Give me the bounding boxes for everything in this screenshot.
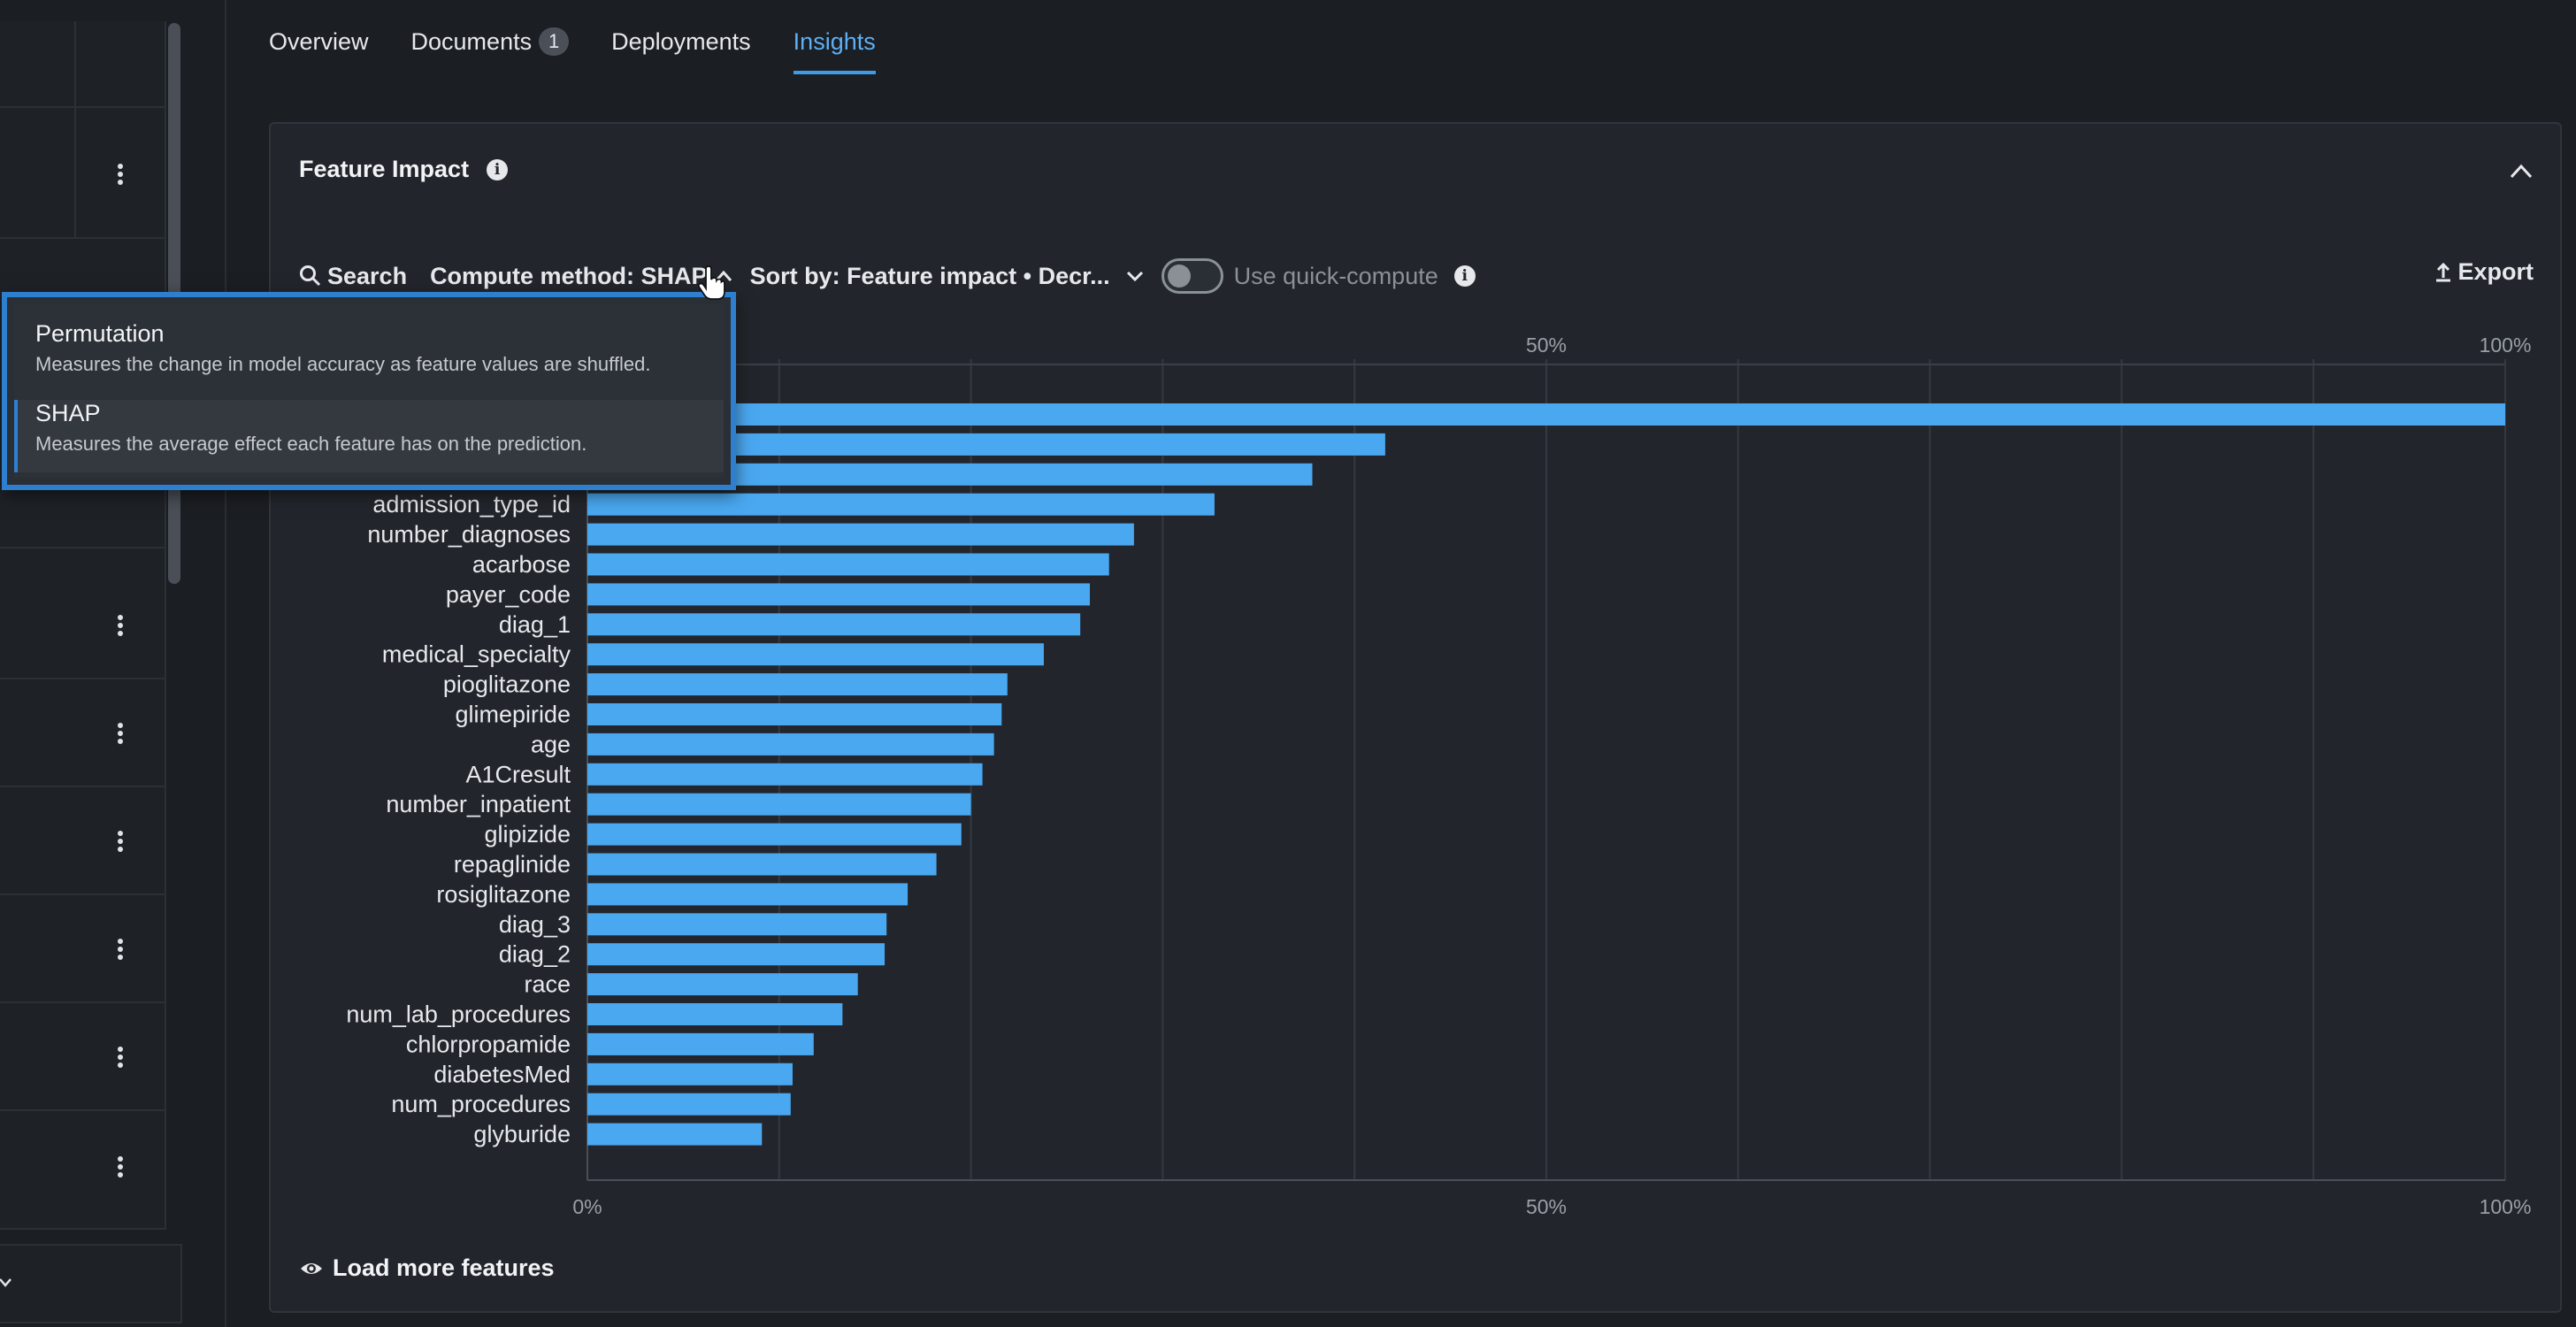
left-table-cell: [0, 21, 166, 108]
option-label: SHAP: [35, 400, 101, 426]
left-table-cell: [0, 895, 166, 1003]
menu-option-permutation[interactable]: Permutation Measures the change in model…: [14, 320, 724, 396]
left-table-cell: [0, 548, 166, 679]
load-more-label: Load more features: [333, 1254, 555, 1281]
search-icon: [300, 265, 321, 287]
chevron-down-icon[interactable]: [0, 1277, 12, 1288]
count-badge: 1: [539, 27, 570, 56]
tab-overview[interactable]: Overview: [269, 25, 369, 74]
kebab-menu-icon[interactable]: [111, 612, 129, 639]
left-table-cell: [0, 787, 166, 895]
option-description: Measures the average effect each feature…: [35, 433, 587, 455]
sort-dropdown[interactable]: Sort by: Feature impact • Decr...: [750, 263, 1144, 290]
load-more-button[interactable]: Load more features: [299, 1254, 555, 1282]
chevron-down-icon: [1126, 271, 1143, 282]
tab-deployments[interactable]: Deployments: [611, 25, 751, 74]
sort-label: Sort by: Feature impact • Decr...: [749, 262, 1110, 289]
compute-method-dropdown[interactable]: Compute method: SHAP: [430, 263, 732, 290]
quick-compute-toggle[interactable]: [1161, 258, 1223, 294]
search-label: Search: [327, 262, 408, 289]
kebab-menu-icon[interactable]: [111, 161, 129, 188]
left-column-divider: [74, 21, 76, 239]
kebab-menu-icon[interactable]: [111, 828, 129, 855]
option-description: Measures the change in model accuracy as…: [35, 353, 651, 375]
left-table-cell: [0, 1111, 166, 1230]
info-icon[interactable]: i: [1453, 265, 1476, 287]
compute-method-menu: Permutation Measures the change in model…: [2, 292, 736, 490]
kebab-menu-icon[interactable]: [111, 1154, 129, 1180]
left-panel: [0, 0, 226, 1327]
kebab-menu-icon[interactable]: [111, 720, 129, 747]
left-footer: [0, 1244, 182, 1323]
menu-body: Permutation Measures the change in model…: [14, 304, 724, 478]
export-label: Export: [2457, 258, 2534, 285]
tab-bar: Overview Documents 1 Deployments Insights: [269, 25, 918, 74]
feature-impact-toolbar: Search Compute method: SHAP Sort by: Fea…: [299, 258, 1476, 294]
tab-label: Insights: [793, 28, 876, 55]
left-table-cell: [0, 1003, 166, 1111]
kebab-menu-icon[interactable]: [111, 1044, 129, 1070]
toggle-knob: [1167, 265, 1191, 288]
eye-icon: [301, 1262, 322, 1274]
option-label: Permutation: [35, 320, 165, 347]
card-title-text: Feature Impact: [299, 156, 470, 182]
left-table-cell: [0, 679, 166, 787]
quick-compute-label: Use quick-compute: [1233, 262, 1438, 289]
compute-method-label: Compute method: SHAP: [430, 262, 708, 289]
upload-icon: [2436, 262, 2451, 281]
search-button[interactable]: Search: [299, 263, 407, 290]
info-icon[interactable]: i: [487, 158, 509, 180]
chevron-up-icon: [715, 270, 732, 281]
left-table-cell: [0, 108, 166, 239]
kebab-menu-icon[interactable]: [111, 936, 129, 963]
chevron-up-icon[interactable]: [2509, 163, 2534, 180]
export-button[interactable]: Export: [2434, 258, 2534, 286]
tab-insights[interactable]: Insights: [793, 25, 876, 74]
tab-documents[interactable]: Documents 1: [411, 25, 570, 74]
menu-option-shap[interactable]: SHAP Measures the average effect each fe…: [14, 400, 724, 472]
tab-label: Documents: [410, 28, 533, 55]
tab-label: Overview: [269, 28, 369, 55]
tab-label: Deployments: [611, 28, 751, 55]
hand-cursor-icon: [697, 265, 725, 300]
card-title: Feature Impact i: [299, 156, 509, 183]
